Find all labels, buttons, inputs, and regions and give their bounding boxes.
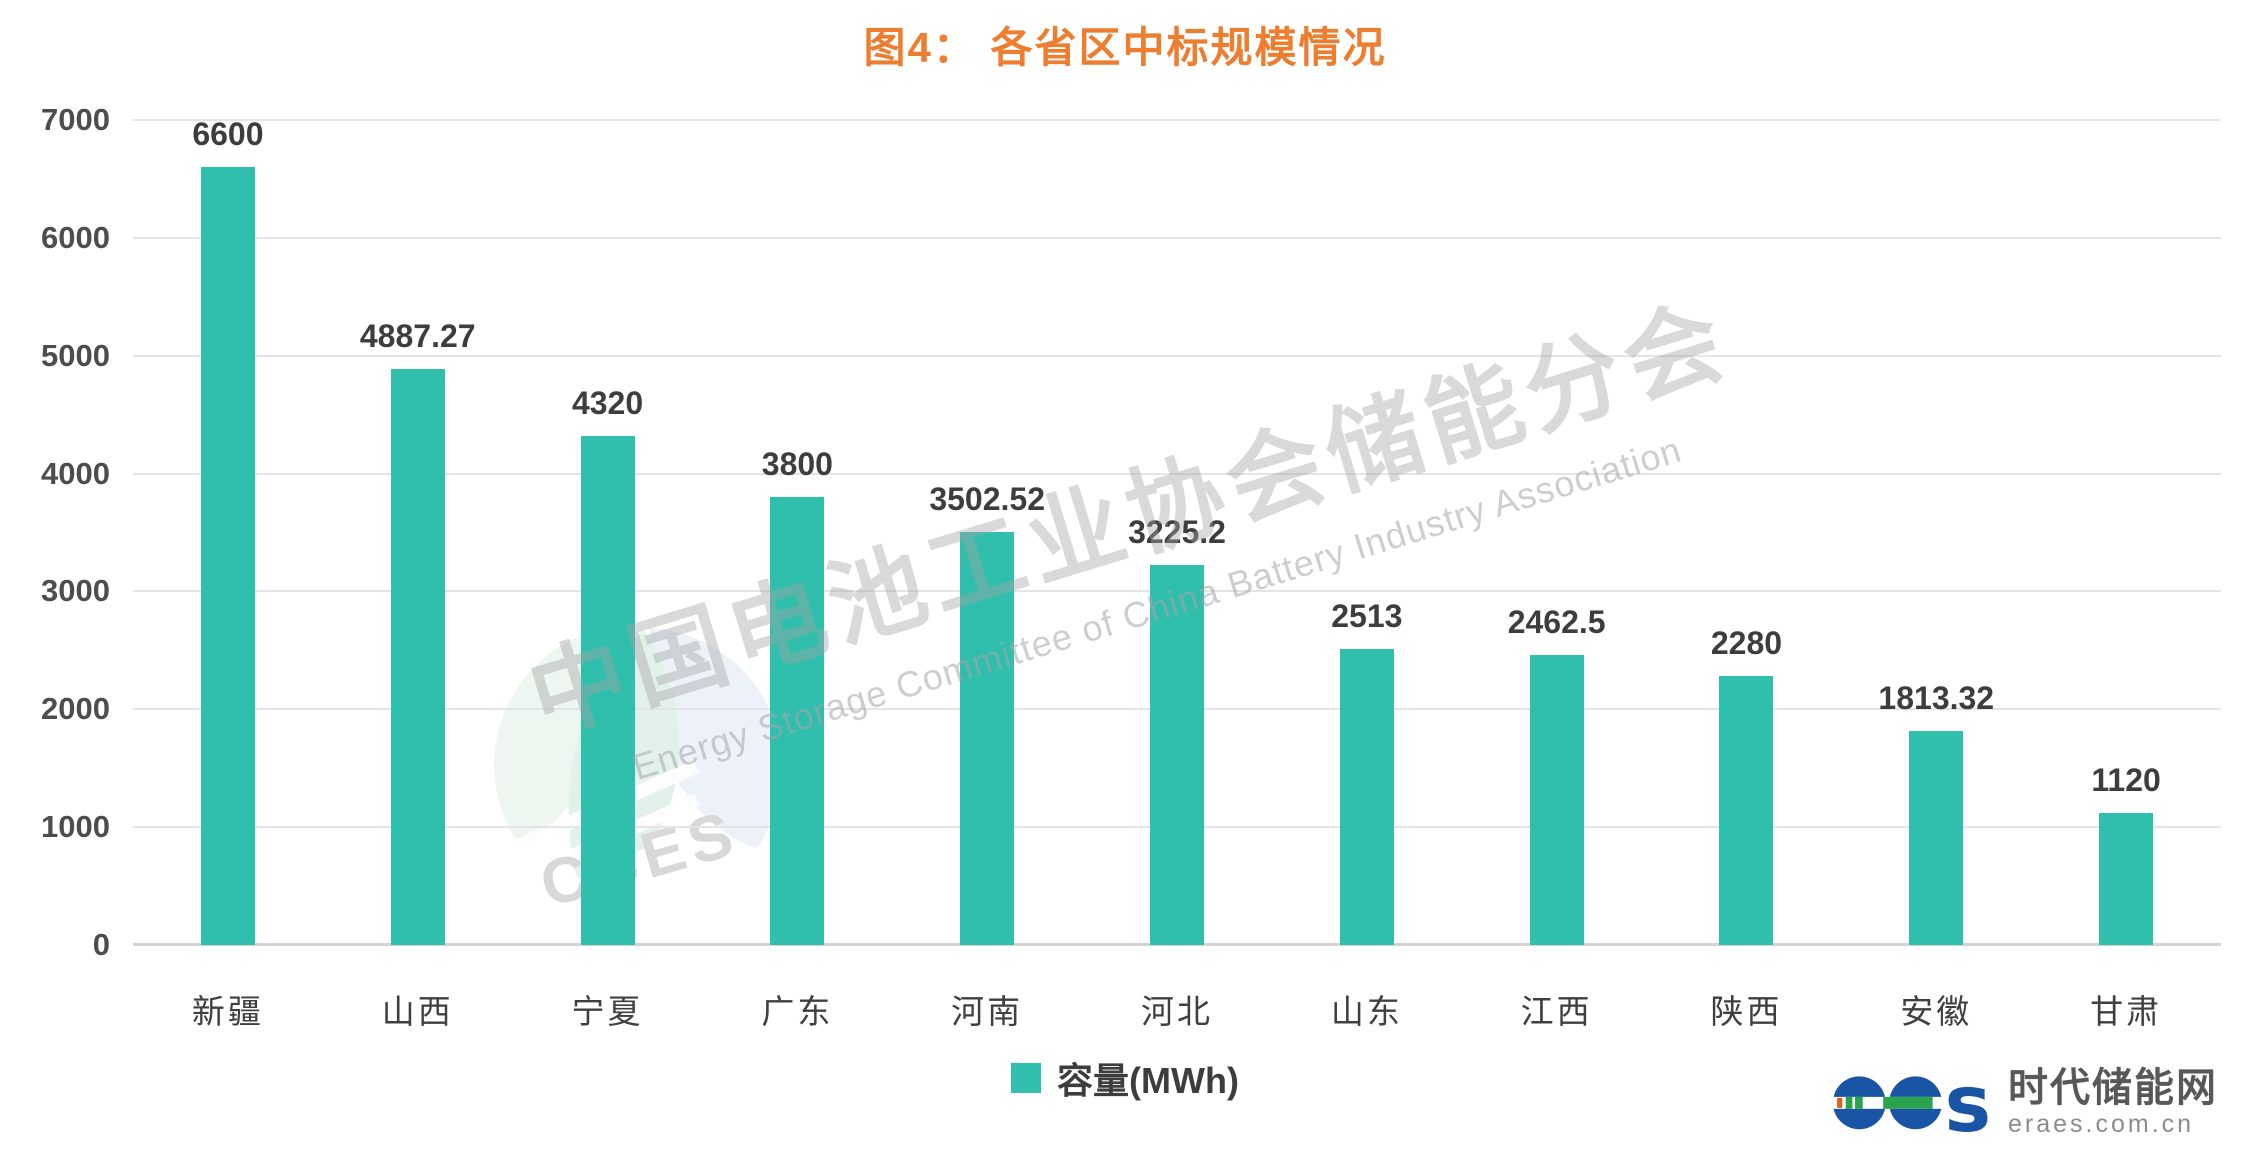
ees-logo-icon: s (1832, 1063, 1992, 1141)
brand-site-url: eraes.com.cn (2008, 1110, 2195, 1138)
y-tick-label: 0 (92, 927, 110, 962)
grid-line (133, 119, 2221, 121)
bar-甘肃 (2099, 813, 2154, 945)
bar-value-label: 2462.5 (1507, 603, 1606, 640)
bar-value-label: 1813.32 (1878, 680, 1995, 717)
x-category-label: 甘肃 (2090, 993, 2163, 1030)
x-category-label: 广东 (761, 993, 834, 1030)
y-tick-label: 7000 (41, 102, 110, 137)
bar-value-label: 3225.2 (1128, 513, 1226, 550)
bar-河北 (1150, 564, 1204, 945)
brand-site-name: 时代储能网 (2008, 1066, 2218, 1110)
y-tick-label: 5000 (41, 337, 110, 373)
bar-广东 (770, 497, 825, 945)
grid-line (133, 236, 2221, 239)
brand-text-block: 时代储能网 eraes.com.cn (2008, 1066, 2218, 1138)
x-category-label: 陕西 (1710, 993, 1783, 1030)
bar-value-label: 2513 (1331, 597, 1403, 634)
y-tick-label: 4000 (41, 455, 110, 491)
site-brand: s 时代储能网 eraes.com.cn (1832, 1063, 2218, 1141)
y-tick-label: 2000 (41, 691, 110, 727)
bar-宁夏 (580, 435, 635, 945)
x-category-label: 江西 (1520, 993, 1593, 1030)
bar-山西 (390, 369, 445, 945)
bar-新疆 (200, 167, 255, 945)
y-tick-label: 1000 (41, 809, 110, 845)
grid-line (133, 472, 2221, 475)
bar-chart-plot-area: 7000 6000 5000 4000 3000 2000 1000 0 6600 新疆 4887.… (41, 103, 2221, 1030)
legend-series-label: 容量(MWh) (1057, 1060, 1239, 1101)
bar-value-label: 4887.27 (359, 318, 476, 355)
chart-title: 图4： 各省区中标规模情况 (863, 24, 1387, 71)
grid-line (133, 354, 2221, 357)
chart-legend: 容量(MWh) (0, 1052, 2250, 1104)
x-category-label: 河南 (951, 993, 1024, 1030)
x-category-label: 山东 (1330, 993, 1403, 1030)
bar-河南 (960, 532, 1015, 945)
bar-value-label: 2280 (1710, 625, 1783, 662)
bar-value-label: 4320 (571, 384, 644, 421)
x-category-label: 新疆 (191, 993, 264, 1030)
x-category-label: 安徽 (1900, 993, 1973, 1030)
bar-value-label: 3502.52 (929, 481, 1046, 518)
bar-value-label: 1120 (2091, 762, 2161, 798)
bar-安徽 (1909, 731, 1964, 945)
bar-陕西 (1719, 676, 1774, 945)
x-category-label: 宁夏 (571, 993, 644, 1030)
bar-山东 (1339, 648, 1394, 945)
bar-江西 (1529, 654, 1584, 945)
y-tick-label: 6000 (41, 219, 110, 255)
svg-text:s: s (1945, 1063, 1992, 1141)
y-tick-label: 3000 (41, 573, 110, 609)
legend-color-swatch (1011, 1063, 1042, 1093)
x-category-label: 河北 (1141, 993, 1213, 1030)
x-category-label: 山西 (381, 993, 454, 1030)
bar-value-label: 3800 (761, 446, 833, 483)
bar-value-label: 6600 (192, 116, 264, 153)
